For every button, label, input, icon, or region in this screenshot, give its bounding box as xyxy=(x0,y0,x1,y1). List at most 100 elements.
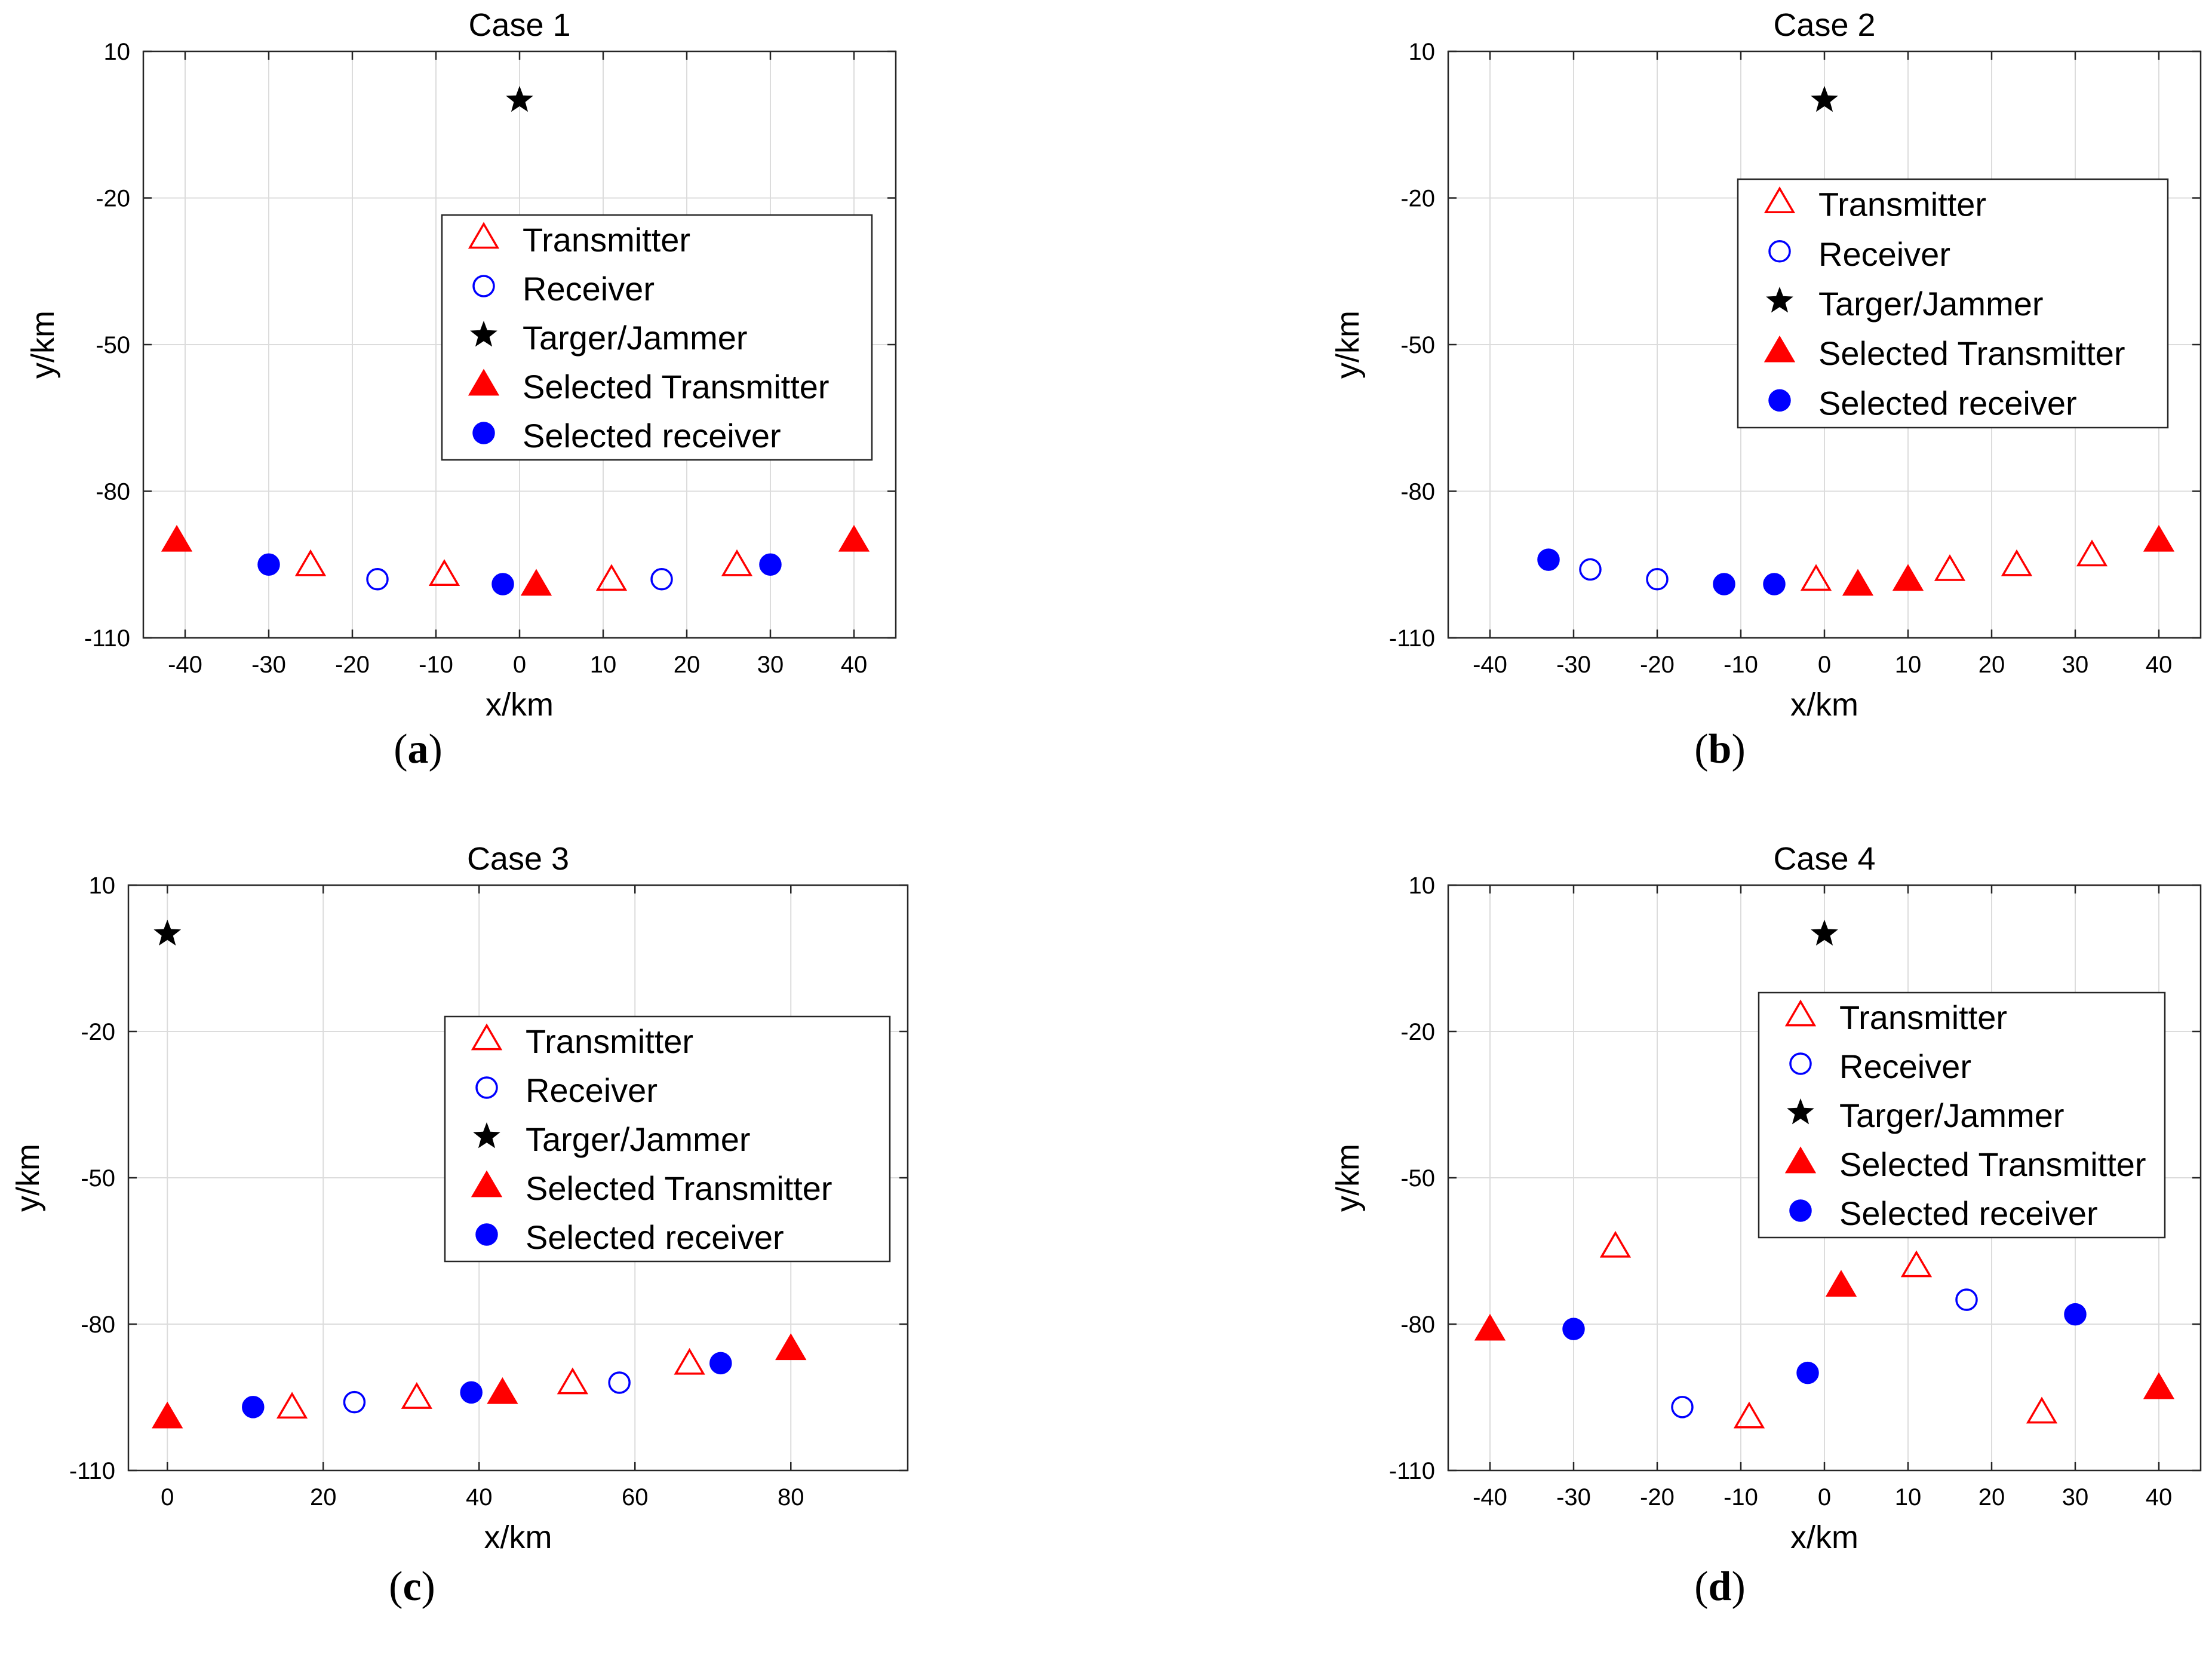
transmitter-point xyxy=(721,549,753,576)
receiver-point xyxy=(608,1371,631,1394)
y-tick-label: -110 xyxy=(1389,625,1435,652)
y-tick-label: 10 xyxy=(104,39,131,65)
chart-panel-2: -40 -30 -20 -10 0 10 20 30 40 10 -20 -50 -80 -110 Case… xyxy=(1330,7,2202,723)
legend-selected-transmitter-marker xyxy=(471,1170,503,1198)
y-tick-label: -80 xyxy=(1400,1312,1435,1338)
y-tick-label: 10 xyxy=(89,873,116,899)
legend-selected-transmitter-marker xyxy=(468,369,500,396)
x-tick-label: 0 xyxy=(1818,1484,1831,1510)
selected-transmitter-point xyxy=(152,1401,183,1429)
y-tick-label: -20 xyxy=(81,1019,115,1045)
chart-title: Case 1 xyxy=(468,7,570,43)
y-axis-label: y/km xyxy=(25,311,61,379)
chart-panel-3: 0 20 40 60 80 10 -20 -50 -80 -110 Case 3 x/km y/km Tr… xyxy=(10,841,909,1555)
y-tick-label: 10 xyxy=(1409,873,1436,899)
y-tick-label: -50 xyxy=(1400,1165,1435,1192)
x-tick-label: 0 xyxy=(161,1484,174,1510)
x-tick-label: -30 xyxy=(1556,652,1591,678)
x-tick-label: 30 xyxy=(757,652,784,678)
legend-label-selected-transmitter: Selected Transmitter xyxy=(526,1169,832,1207)
x-tick-label: 10 xyxy=(1895,652,1922,678)
legend-receiver-marker xyxy=(475,1076,498,1099)
transmitter-point xyxy=(2001,549,2033,576)
x-axis-label: x/km xyxy=(1790,687,1858,723)
selected-receiver-point xyxy=(1562,1318,1585,1340)
x-tick-label: 30 xyxy=(2062,1484,2089,1510)
legend-label-selected-transmitter: Selected Transmitter xyxy=(523,368,830,406)
legend-label-selected-transmitter: Selected Transmitter xyxy=(1818,334,2125,372)
legend-target-marker xyxy=(1766,287,1793,313)
legend-selected-receiver-marker xyxy=(475,1223,498,1246)
x-tick-label: 20 xyxy=(310,1484,337,1510)
x-tick-label: 80 xyxy=(778,1484,804,1510)
legend-receiver-marker xyxy=(1768,240,1791,263)
x-tick-label: 10 xyxy=(590,652,617,678)
legend-transmitter-marker xyxy=(468,222,500,249)
transmitter-point xyxy=(1800,564,1832,591)
selected-receiver-point xyxy=(257,553,280,576)
chart-title: Case 2 xyxy=(1773,7,1875,43)
legend-box xyxy=(441,214,873,461)
receiver-point xyxy=(1671,1396,1694,1418)
selected-receiver-point xyxy=(1796,1361,1819,1384)
transmitter-point xyxy=(557,1367,588,1395)
target-point xyxy=(1811,85,1838,112)
legend-label-target: Targer/Jammer xyxy=(1818,285,2044,323)
selected-transmitter-point xyxy=(161,524,193,552)
y-tick-label: -80 xyxy=(96,479,130,505)
y-tick-label: -50 xyxy=(96,332,130,358)
chart-title: Case 3 xyxy=(467,841,569,877)
legend-label-target: Targer/Jammer xyxy=(526,1120,751,1158)
x-tick-label: 30 xyxy=(2062,652,2089,678)
selected-transmitter-point xyxy=(487,1377,518,1404)
legend-selected-transmitter-marker xyxy=(1784,1146,1817,1174)
selected-transmitter-point xyxy=(1825,1270,1857,1297)
y-axis-label: y/km xyxy=(1330,311,1366,379)
selected-transmitter-point xyxy=(520,569,552,596)
receiver-point xyxy=(1955,1288,1978,1311)
selected-receiver-point xyxy=(759,553,782,576)
panel-caption: (b) xyxy=(1694,726,1746,772)
selected-transmitter-point xyxy=(1474,1313,1506,1341)
y-tick-label: 10 xyxy=(1409,39,1436,65)
y-tick-label: -80 xyxy=(1400,479,1435,505)
legend-label-transmitter: Transmitter xyxy=(523,221,690,259)
selected-receiver-point xyxy=(1537,548,1560,571)
transmitter-point xyxy=(595,564,628,591)
chart-title: Case 4 xyxy=(1773,841,1875,877)
transmitter-point xyxy=(276,1392,308,1419)
legend-box xyxy=(444,1015,891,1263)
x-tick-label: 0 xyxy=(1818,652,1831,678)
selected-receiver-point xyxy=(491,573,514,595)
legend-target-marker xyxy=(470,321,497,347)
transmitter-point xyxy=(401,1382,432,1409)
panel-caption: (c) xyxy=(389,1564,435,1610)
legend-target-marker xyxy=(473,1122,500,1149)
legend-label-selected-transmitter: Selected Transmitter xyxy=(1839,1146,2146,1183)
x-tick-label: -20 xyxy=(1640,1484,1675,1510)
legend-label-target: Targer/Jammer xyxy=(1839,1097,2064,1134)
x-tick-label: 0 xyxy=(513,652,526,678)
y-tick-label: -20 xyxy=(1400,1019,1435,1045)
selected-transmitter-point xyxy=(1842,569,1874,596)
legend-target-marker xyxy=(1787,1098,1814,1125)
legend-label-receiver: Receiver xyxy=(523,270,655,308)
receiver-point xyxy=(343,1390,366,1414)
receiver-point xyxy=(1646,568,1669,591)
legend-label-selected-receiver: Selected receiver xyxy=(523,417,781,455)
legend-transmitter-marker xyxy=(1764,186,1796,213)
selected-transmitter-point xyxy=(838,524,870,552)
legend-receiver-marker xyxy=(472,275,495,297)
transmitter-point xyxy=(1900,1250,1933,1278)
selected-receiver-point xyxy=(460,1381,483,1404)
legend-selected-receiver-marker xyxy=(1768,389,1791,412)
x-tick-label: -30 xyxy=(251,652,286,678)
chart-panel-4: -40 -30 -20 -10 0 10 20 30 40 10 -20 -50 -80 -110 Case… xyxy=(1330,841,2202,1555)
x-tick-label: 10 xyxy=(1895,1484,1922,1510)
legend-label-receiver: Receiver xyxy=(1839,1048,1971,1085)
legend-label-target: Targer/Jammer xyxy=(523,319,748,357)
receiver-point xyxy=(1579,558,1602,581)
x-tick-label: 20 xyxy=(1978,652,2005,678)
y-tick-label: -20 xyxy=(96,186,130,212)
